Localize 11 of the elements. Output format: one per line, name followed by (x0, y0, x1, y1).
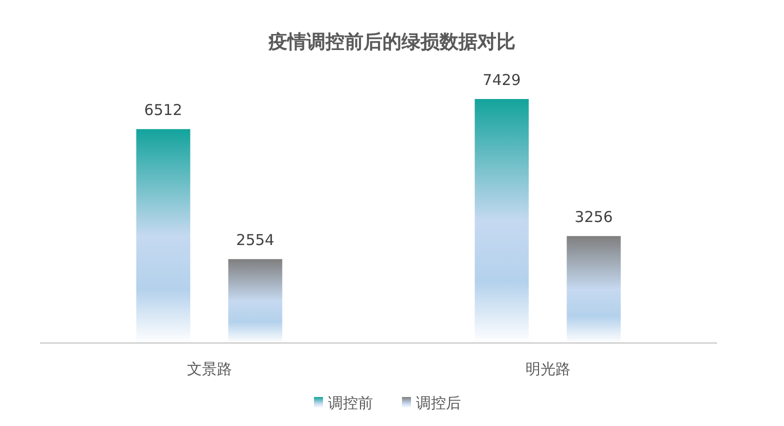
data-label: 6512 (144, 101, 182, 120)
data-label: 2554 (236, 231, 274, 250)
data-label: 3256 (574, 208, 613, 226)
legend-label: 调控前 (328, 394, 373, 412)
chart-title: 疫情调控前后的绿损数据对比 (268, 31, 516, 53)
bar (566, 236, 621, 343)
bar (228, 259, 282, 343)
legend-label: 调控后 (416, 394, 461, 412)
data-label: 7429 (482, 71, 521, 89)
x-tick-label: 明光路 (525, 360, 570, 378)
x-tick-label: 文景路 (186, 360, 232, 378)
